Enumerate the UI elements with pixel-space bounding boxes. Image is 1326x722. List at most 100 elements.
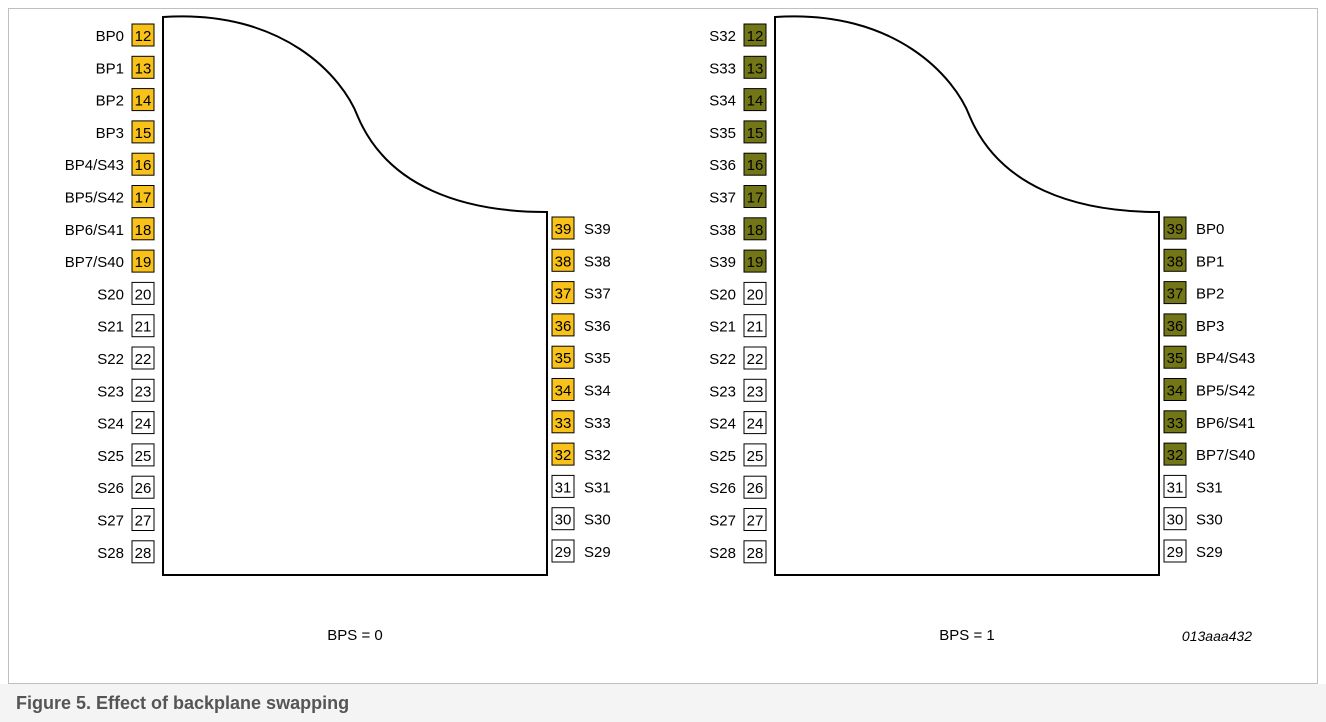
- left-pin-box: [743, 55, 767, 79]
- left-pin-box: [131, 314, 155, 338]
- left-pin-label: BP6/S41: [65, 222, 124, 239]
- left-pin-number: 22: [747, 351, 764, 368]
- left-pin-number: 24: [135, 416, 152, 433]
- left-pin-number: 18: [747, 222, 764, 239]
- left-pin-box: [743, 120, 767, 144]
- caption-bar: Figure 5. Effect of backplane swapping: [0, 684, 1326, 722]
- right-pin-number: 37: [1167, 286, 1184, 303]
- left-pin-number: 13: [135, 60, 152, 77]
- right-pin-box: [1163, 410, 1187, 434]
- right-pin-label: S37: [584, 286, 611, 303]
- right-pin-box: [551, 378, 575, 401]
- left-pin-box: [743, 217, 767, 241]
- right-pin-number: 39: [555, 221, 572, 238]
- right-pin-number: 31: [555, 479, 572, 496]
- left-pin-number: 14: [747, 93, 764, 110]
- right-pin-label: S30: [1196, 512, 1223, 529]
- right-pin-label: BP2: [1196, 286, 1224, 303]
- right-pin-box: [1163, 442, 1187, 466]
- left-pin-number: 27: [747, 513, 764, 530]
- left-pin-number: 21: [747, 319, 764, 336]
- right-pin-box: [1163, 539, 1187, 563]
- panel-bps-1: 12 S32 13 S33 14 S34 15 S35 16 S36 17 S37 18 S38 19 S39…: [709, 15, 1255, 644]
- right-pin-label: S31: [1196, 479, 1223, 496]
- right-pin-number: 29: [555, 544, 572, 561]
- left-pin-number: 24: [747, 416, 764, 433]
- left-pin-label: BP3: [96, 125, 124, 142]
- left-pin-number: 26: [747, 480, 764, 497]
- right-pin-label: S31: [584, 479, 611, 496]
- left-pin-label: S21: [709, 319, 736, 336]
- right-pin-box: [1163, 507, 1187, 531]
- left-pin-label: S28: [709, 545, 736, 562]
- left-pin-number: 19: [135, 254, 152, 271]
- right-pin-label: BP0: [1196, 221, 1224, 238]
- left-pin-label: S39: [709, 254, 736, 271]
- right-pin-label: BP5/S42: [1196, 383, 1255, 400]
- right-pin-box: [551, 313, 575, 337]
- right-pin-number: 39: [1167, 221, 1184, 238]
- left-pin-label: S24: [709, 416, 736, 433]
- left-pin-label: S35: [709, 125, 736, 142]
- left-pin-label: S33: [709, 60, 736, 77]
- left-pin-label: S27: [709, 513, 736, 530]
- figure-frame: [8, 8, 1318, 684]
- left-pin-label: S24: [97, 416, 124, 433]
- left-pin-number: 16: [135, 157, 152, 174]
- left-pin-number: 15: [135, 125, 152, 142]
- left-pin-label: S27: [97, 513, 124, 530]
- left-pin-number: 18: [135, 222, 152, 239]
- right-pin-label: BP1: [1196, 253, 1224, 270]
- left-pin-label: S34: [709, 93, 736, 110]
- left-pin-number: 28: [135, 545, 152, 562]
- right-pin-box: [551, 281, 575, 305]
- right-pin-label: S36: [584, 318, 611, 335]
- left-pin-number: 23: [135, 383, 152, 400]
- figure-id: 013aaa432: [1182, 628, 1252, 644]
- right-pin-label: S32: [584, 447, 611, 464]
- left-pin-number: 21: [135, 319, 152, 336]
- right-pin-label: S39: [584, 221, 611, 238]
- left-pin-box: [743, 540, 767, 564]
- right-pin-number: 38: [1167, 253, 1184, 270]
- right-pin-label: S29: [584, 544, 611, 561]
- left-pin-box: [743, 443, 767, 467]
- left-pin-number: 12: [135, 28, 152, 45]
- left-pin-box: [131, 540, 155, 564]
- left-pin-label: S37: [709, 190, 736, 207]
- left-pin-number: 28: [747, 545, 764, 562]
- right-pin-label: S33: [584, 415, 611, 432]
- left-pin-number: 15: [747, 125, 764, 142]
- left-pin-label: S23: [97, 383, 124, 400]
- left-pin-label: S38: [709, 222, 736, 239]
- right-pin-number: 32: [555, 447, 572, 464]
- left-pin-label: BP0: [96, 28, 124, 45]
- left-pin-box: [131, 378, 155, 402]
- right-pin-box: [1163, 216, 1187, 240]
- left-pin-box: [131, 23, 155, 47]
- left-pin-label: BP1: [96, 60, 124, 77]
- right-pin-box: [1163, 313, 1187, 337]
- left-pin-box: [131, 443, 155, 467]
- left-pin-box: [131, 88, 155, 112]
- left-pin-label: S25: [97, 448, 124, 465]
- left-pin-box: [743, 314, 767, 338]
- right-pin-number: 33: [555, 415, 572, 432]
- right-pin-number: 37: [555, 286, 572, 303]
- left-pin-number: 26: [135, 480, 152, 497]
- left-pin-box: [131, 185, 155, 208]
- left-pin-box: [743, 508, 767, 531]
- right-pin-number: 38: [555, 253, 572, 270]
- bps-label: BPS = 0: [327, 627, 382, 644]
- right-pin-box: [1163, 281, 1187, 305]
- left-pin-box: [131, 508, 155, 531]
- left-pin-number: 14: [135, 93, 152, 110]
- left-pin-label: S23: [709, 383, 736, 400]
- right-pin-label: S34: [584, 383, 611, 400]
- left-pin-label: S21: [97, 319, 124, 336]
- right-pin-number: 33: [1167, 415, 1184, 432]
- right-pin-box: [1163, 248, 1187, 272]
- left-pin-box: [743, 475, 767, 499]
- left-pin-label: S32: [709, 28, 736, 45]
- right-pin-label: S35: [584, 350, 611, 367]
